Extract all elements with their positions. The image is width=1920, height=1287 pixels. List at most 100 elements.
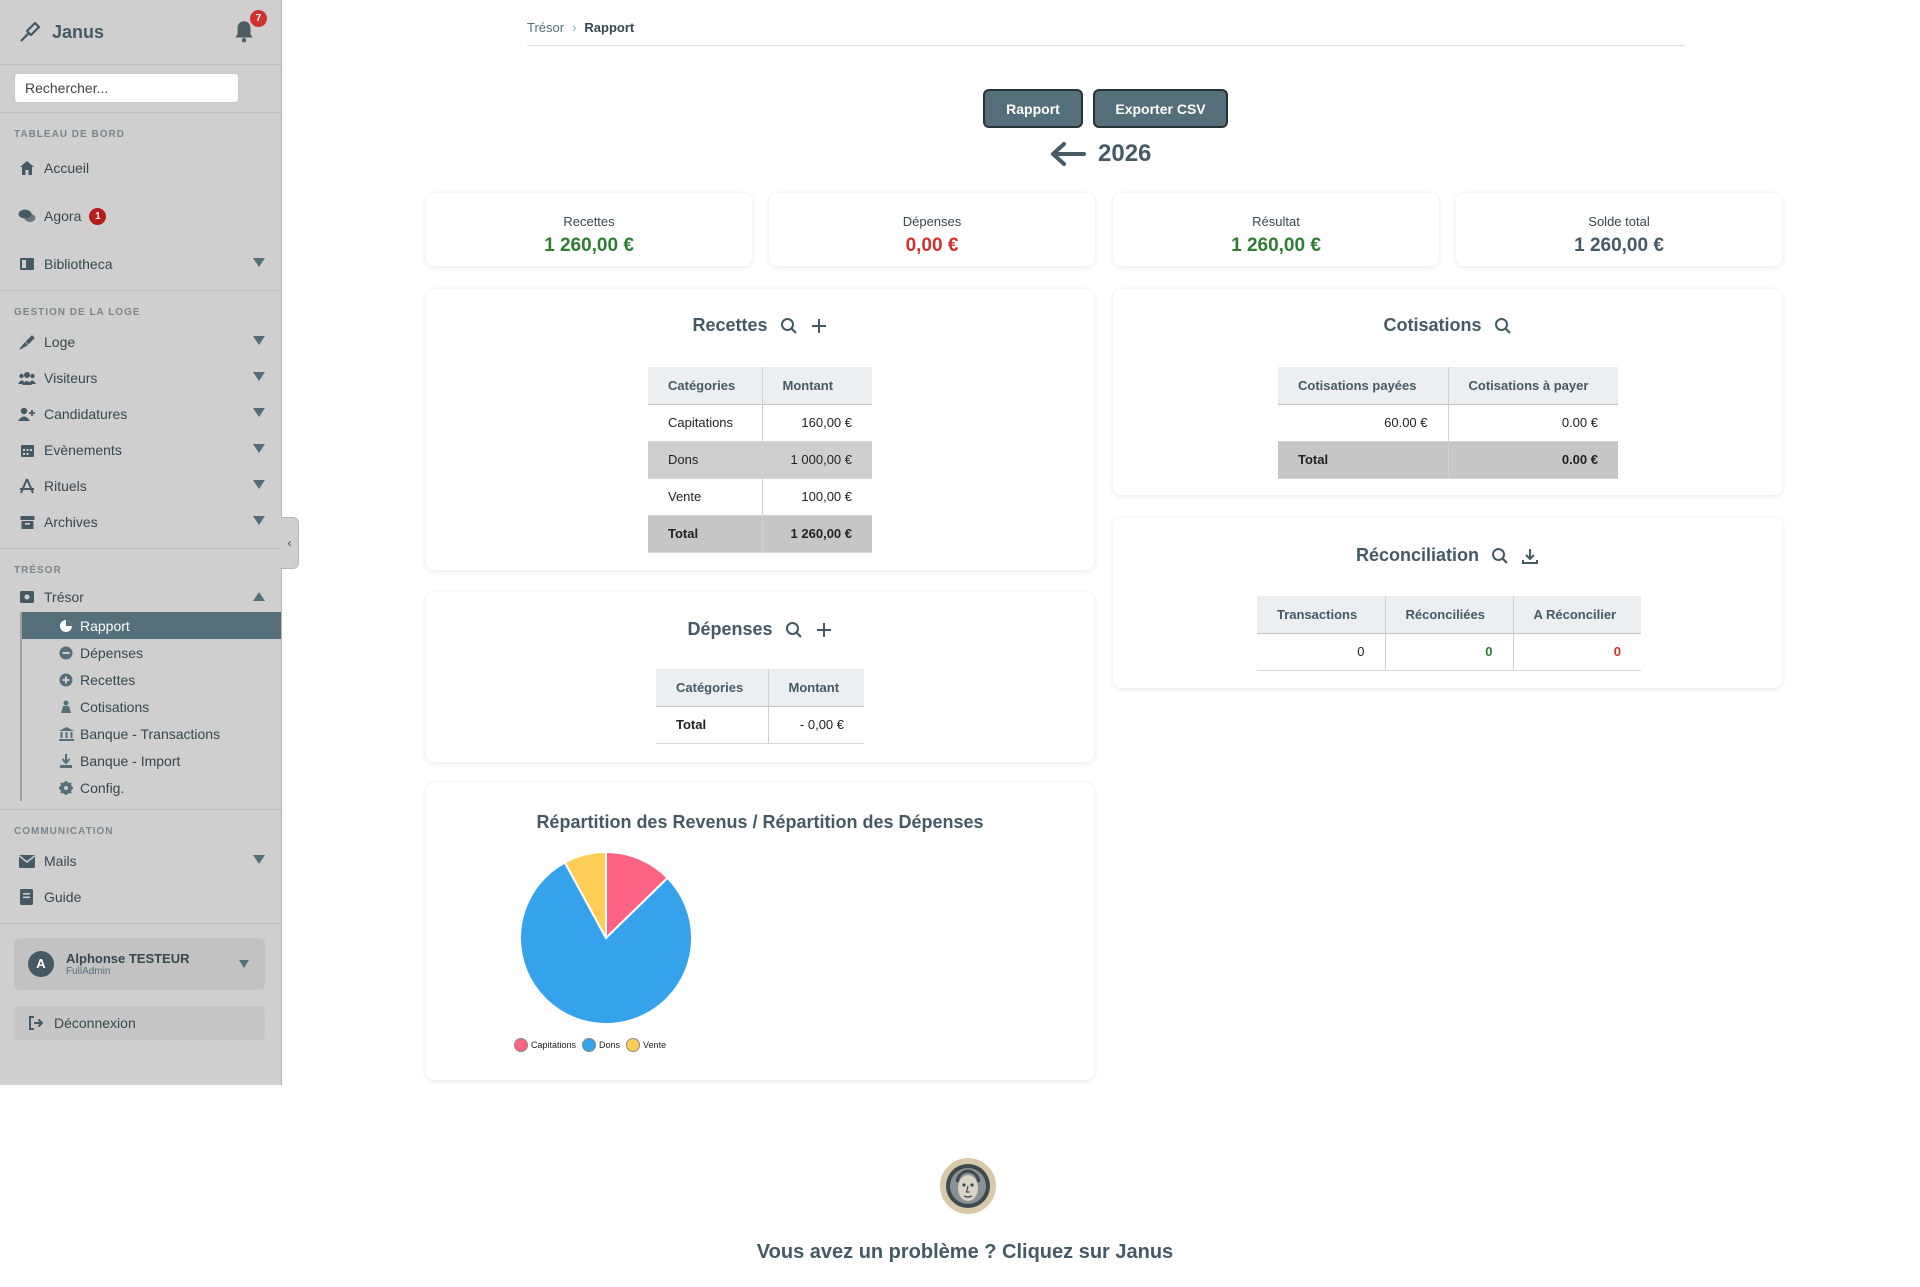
search-icon[interactable] xyxy=(1491,547,1509,565)
sidebar-item-candidatures[interactable]: Candidatures xyxy=(0,396,281,432)
sidebar-item-visiteurs[interactable]: Visiteurs xyxy=(0,360,281,396)
section-title: TRÉSOR xyxy=(14,565,62,576)
legend-swatch xyxy=(514,1038,528,1052)
search-input[interactable] xyxy=(14,73,239,103)
help-link[interactable]: Vous avez un problème ? Cliquez sur Janu… xyxy=(756,1241,1174,1263)
sidebar-item-guide[interactable]: Guide xyxy=(0,879,281,915)
table-header-row: Catégories Montant xyxy=(648,367,872,405)
agora-badge: 1 xyxy=(89,207,107,225)
trowel-icon xyxy=(18,333,36,351)
sidebar-item-bibliotheca[interactable]: Bibliotheca xyxy=(0,246,281,282)
table-cell: 60.00 € xyxy=(1278,404,1449,442)
table-cell: Total xyxy=(648,515,763,553)
section-communication: COMMUNICATION Mails Guide xyxy=(0,810,281,924)
sidebar-subitem-banque-transactions[interactable]: Banque - Transactions xyxy=(22,720,281,747)
search-icon[interactable] xyxy=(780,317,798,335)
breadcrumb-parent[interactable]: Trésor xyxy=(527,20,565,35)
chevron-down-icon[interactable] xyxy=(253,408,265,417)
plus-icon[interactable] xyxy=(810,317,828,335)
chevron-down-icon[interactable] xyxy=(253,336,265,345)
sidebar-item-mails[interactable]: Mails xyxy=(0,843,281,879)
table-header: Cotisations à payer xyxy=(1448,367,1618,405)
sidebar-subitem-label: Rapport xyxy=(80,617,130,634)
sidebar-subitem-label: Cotisations xyxy=(80,698,150,715)
download-icon xyxy=(58,753,74,769)
table-header-row: Transactions Réconciliées A Réconcilier xyxy=(1257,596,1641,634)
sidebar-subitem-depenses[interactable]: Dépenses xyxy=(22,639,281,666)
sidebar-subitem-cotisations[interactable]: Cotisations xyxy=(22,693,281,720)
legend-item[interactable]: Dons xyxy=(582,1038,620,1052)
app-name[interactable]: Janus xyxy=(52,21,105,42)
chevron-down-icon[interactable] xyxy=(253,444,265,453)
report-button[interactable]: Rapport xyxy=(983,89,1083,128)
sidebar-item-label: Rituels xyxy=(44,478,87,494)
breadcrumb: Trésor › Rapport xyxy=(527,20,1685,46)
reconciliation-table: Transactions Réconciliées A Réconcilier … xyxy=(1257,596,1641,671)
sidebar-subitem-banque-import[interactable]: Banque - Import xyxy=(22,747,281,774)
table-total-row: Total - 0,00 € xyxy=(656,706,864,744)
table-cell: 0.00 € xyxy=(1448,441,1618,479)
sidebar-item-agora[interactable]: Agora 1 xyxy=(0,198,281,234)
user-name: Alphonse TESTEUR xyxy=(66,951,190,966)
table-header: Montant xyxy=(768,669,864,707)
sidebar-item-accueil[interactable]: Accueil xyxy=(0,150,281,186)
chevron-down-icon[interactable] xyxy=(253,372,265,381)
legend-item[interactable]: Capitations xyxy=(514,1038,576,1052)
stat-value: 0,00 € xyxy=(905,235,959,256)
plus-icon[interactable] xyxy=(815,621,833,639)
sidebar-collapse-toggle[interactable]: ‹ xyxy=(281,517,299,569)
book-icon xyxy=(18,255,36,273)
pie-slice-capitations[interactable] xyxy=(605,850,669,941)
stat-label: Recettes xyxy=(563,214,615,229)
download-icon[interactable] xyxy=(1521,547,1539,565)
sidebar-item-rituels[interactable]: Rituels xyxy=(0,468,281,504)
user-card[interactable]: A Alphonse TESTEUR FullAdmin xyxy=(14,938,265,990)
sidebar-item-loge[interactable]: Loge xyxy=(0,324,281,360)
pie-slice-vente[interactable] xyxy=(563,850,607,939)
sidebar-subitem-rapport[interactable]: Rapport xyxy=(22,612,281,639)
sidebar-item-evenements[interactable]: Evènements xyxy=(0,432,281,468)
logout-button[interactable]: Déconnexion xyxy=(14,1006,265,1040)
trowel-icon xyxy=(20,21,41,42)
chevron-down-icon[interactable] xyxy=(253,855,265,864)
search-icon[interactable] xyxy=(785,621,803,639)
search-icon[interactable] xyxy=(1494,317,1512,335)
brand: Janus 7 xyxy=(0,0,281,65)
table-row: Capitations 160,00 € xyxy=(648,404,872,442)
legend-swatch xyxy=(626,1038,641,1052)
logout-label: Déconnexion xyxy=(54,1015,136,1031)
bell-icon[interactable] xyxy=(231,18,257,44)
table-header: Catégories xyxy=(648,367,763,405)
sidebar-subitem-config[interactable]: Config. xyxy=(22,774,281,801)
chevron-up-icon[interactable] xyxy=(253,592,265,601)
janus-logo[interactable] xyxy=(940,1158,996,1214)
chevron-down-icon[interactable] xyxy=(253,480,265,489)
sidebar-item-label: Visiteurs xyxy=(44,370,98,386)
recettes-table: Catégories Montant Capitations 160,00 € … xyxy=(648,367,872,553)
sidebar-item-tresor[interactable]: Trésor xyxy=(0,582,281,612)
chevron-down-icon[interactable] xyxy=(253,258,265,267)
arrow-left-icon[interactable] xyxy=(1050,141,1086,167)
stat-label: Dépenses xyxy=(902,214,962,229)
export-csv-button[interactable]: Exporter CSV xyxy=(1093,89,1228,128)
section-dashboard: TABLEAU DE BORD Accueil Agora 1 Biblioth… xyxy=(0,113,281,291)
pie-slice-dons[interactable] xyxy=(519,861,693,1025)
sidebar-subitem-recettes[interactable]: Recettes xyxy=(22,666,281,693)
sidebar-item-archives[interactable]: Archives xyxy=(0,504,281,540)
breadcrumb-separator: › xyxy=(572,20,577,35)
stat-value: 1 260,00 € xyxy=(1574,235,1664,256)
legend-item[interactable]: Vente xyxy=(626,1038,666,1052)
table-cell: 160,00 € xyxy=(762,404,872,442)
stat-value: 1 260,00 € xyxy=(544,235,634,256)
home-icon xyxy=(18,159,36,177)
chevron-down-icon[interactable] xyxy=(239,960,249,968)
table-header: A Réconcilier xyxy=(1513,596,1641,634)
sidebar-item-label: Archives xyxy=(44,514,98,530)
bank-icon xyxy=(58,726,74,742)
table-header: Catégories xyxy=(656,669,769,707)
stat-value: 1 260,00 € xyxy=(1231,235,1321,256)
sidebar-item-label: Mails xyxy=(44,853,77,869)
chevron-down-icon[interactable] xyxy=(253,516,265,525)
table-cell: Vente xyxy=(648,478,763,516)
table-cell: 0 xyxy=(1513,633,1641,671)
